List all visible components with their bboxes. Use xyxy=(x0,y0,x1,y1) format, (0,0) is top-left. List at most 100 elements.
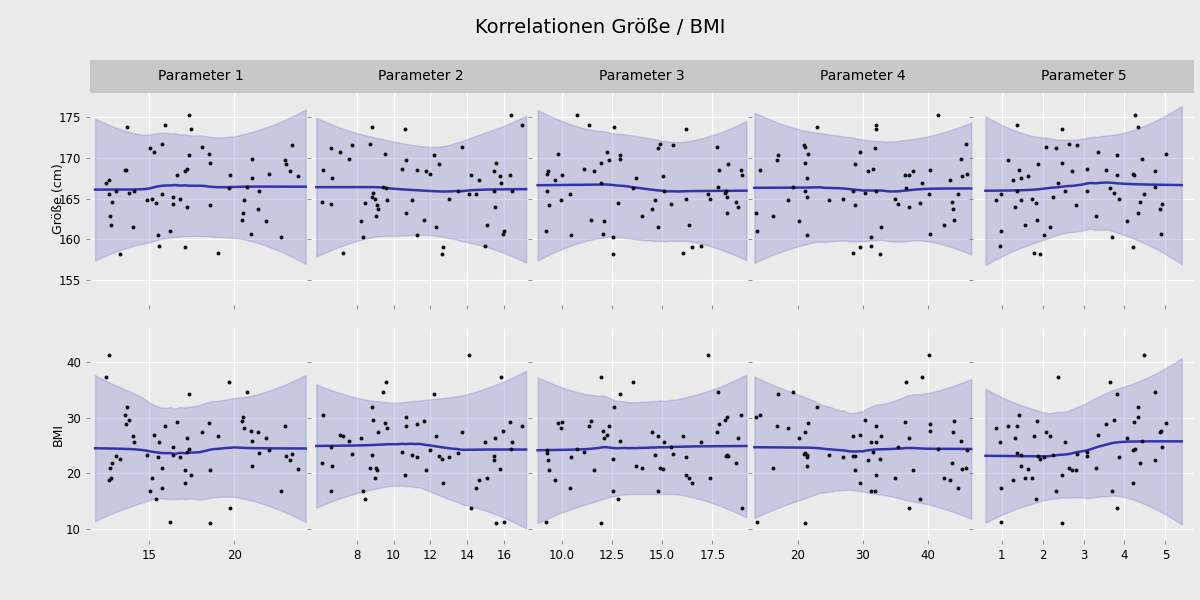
Point xyxy=(1103,232,1122,241)
Point xyxy=(250,448,269,458)
Point xyxy=(144,430,163,440)
Point xyxy=(648,143,667,153)
Point xyxy=(732,503,751,512)
Point xyxy=(175,166,194,176)
Point xyxy=(1078,448,1097,457)
Point xyxy=(808,402,827,412)
Point xyxy=(593,427,612,436)
Point xyxy=(545,475,564,484)
Point xyxy=(234,208,253,218)
Point xyxy=(750,165,769,175)
Point xyxy=(1019,172,1038,181)
Point xyxy=(797,452,816,462)
Point xyxy=(288,172,307,181)
Point xyxy=(161,518,180,527)
Point xyxy=(608,494,628,503)
Point xyxy=(1097,419,1116,428)
Point xyxy=(864,164,883,173)
Point xyxy=(844,451,863,461)
Point xyxy=(920,427,940,436)
Point xyxy=(424,151,443,160)
Point xyxy=(200,518,220,528)
Point xyxy=(199,419,218,428)
Point xyxy=(648,431,667,441)
Point xyxy=(449,186,468,196)
Point xyxy=(592,373,611,382)
Point xyxy=(96,373,115,382)
Point xyxy=(920,419,940,428)
Point xyxy=(912,373,931,382)
Point xyxy=(991,484,1010,493)
Point xyxy=(991,241,1010,250)
Point xyxy=(416,466,436,475)
Point xyxy=(1133,437,1152,446)
Point xyxy=(899,170,918,179)
Point xyxy=(152,484,172,493)
Point xyxy=(96,178,115,188)
Point xyxy=(180,389,199,399)
Point xyxy=(595,433,614,443)
Point xyxy=(163,192,182,202)
Point xyxy=(1153,442,1172,452)
Point xyxy=(796,518,815,528)
Point xyxy=(1078,186,1097,196)
Point xyxy=(709,166,728,175)
Point xyxy=(661,200,680,209)
Point xyxy=(866,124,886,134)
Point xyxy=(796,158,815,167)
Point xyxy=(820,195,839,205)
Point xyxy=(340,437,359,446)
Point xyxy=(560,189,580,199)
Point xyxy=(952,437,971,446)
Point xyxy=(698,350,718,360)
Point xyxy=(844,431,863,440)
Point xyxy=(886,473,905,483)
Point xyxy=(250,186,269,196)
Point xyxy=(433,242,452,252)
Point xyxy=(865,143,884,153)
Point xyxy=(486,434,505,443)
Point xyxy=(1157,419,1176,428)
Point xyxy=(313,197,332,207)
Point xyxy=(727,197,746,207)
Point xyxy=(850,430,869,440)
Point xyxy=(1124,418,1144,427)
Point xyxy=(362,402,382,412)
Point xyxy=(568,110,587,119)
Point xyxy=(1028,160,1048,169)
Point xyxy=(352,433,371,443)
Point xyxy=(716,186,736,196)
Point xyxy=(539,466,558,475)
Point xyxy=(727,458,746,468)
Point xyxy=(604,402,623,412)
Point xyxy=(865,486,884,496)
Point xyxy=(548,149,568,159)
Point xyxy=(102,473,121,483)
Point xyxy=(716,451,736,461)
Point xyxy=(313,458,332,468)
Point xyxy=(200,200,220,209)
Point xyxy=(1010,410,1030,419)
Point xyxy=(366,194,385,204)
Point xyxy=(146,494,166,503)
Point xyxy=(1104,188,1123,198)
Point xyxy=(538,166,557,175)
Point xyxy=(718,160,737,169)
Point xyxy=(948,189,967,199)
Point xyxy=(728,202,748,212)
Point xyxy=(362,188,382,198)
Point xyxy=(746,412,766,422)
Point xyxy=(502,445,521,454)
Point xyxy=(919,189,938,199)
Point xyxy=(677,194,696,204)
Point xyxy=(866,186,886,196)
Point xyxy=(144,148,163,157)
Point xyxy=(313,165,332,175)
Point xyxy=(343,449,362,459)
Point xyxy=(664,449,683,459)
Point xyxy=(1145,182,1164,191)
Point xyxy=(1022,194,1042,204)
Point xyxy=(116,166,136,175)
Point xyxy=(155,421,174,431)
Point xyxy=(340,154,359,164)
